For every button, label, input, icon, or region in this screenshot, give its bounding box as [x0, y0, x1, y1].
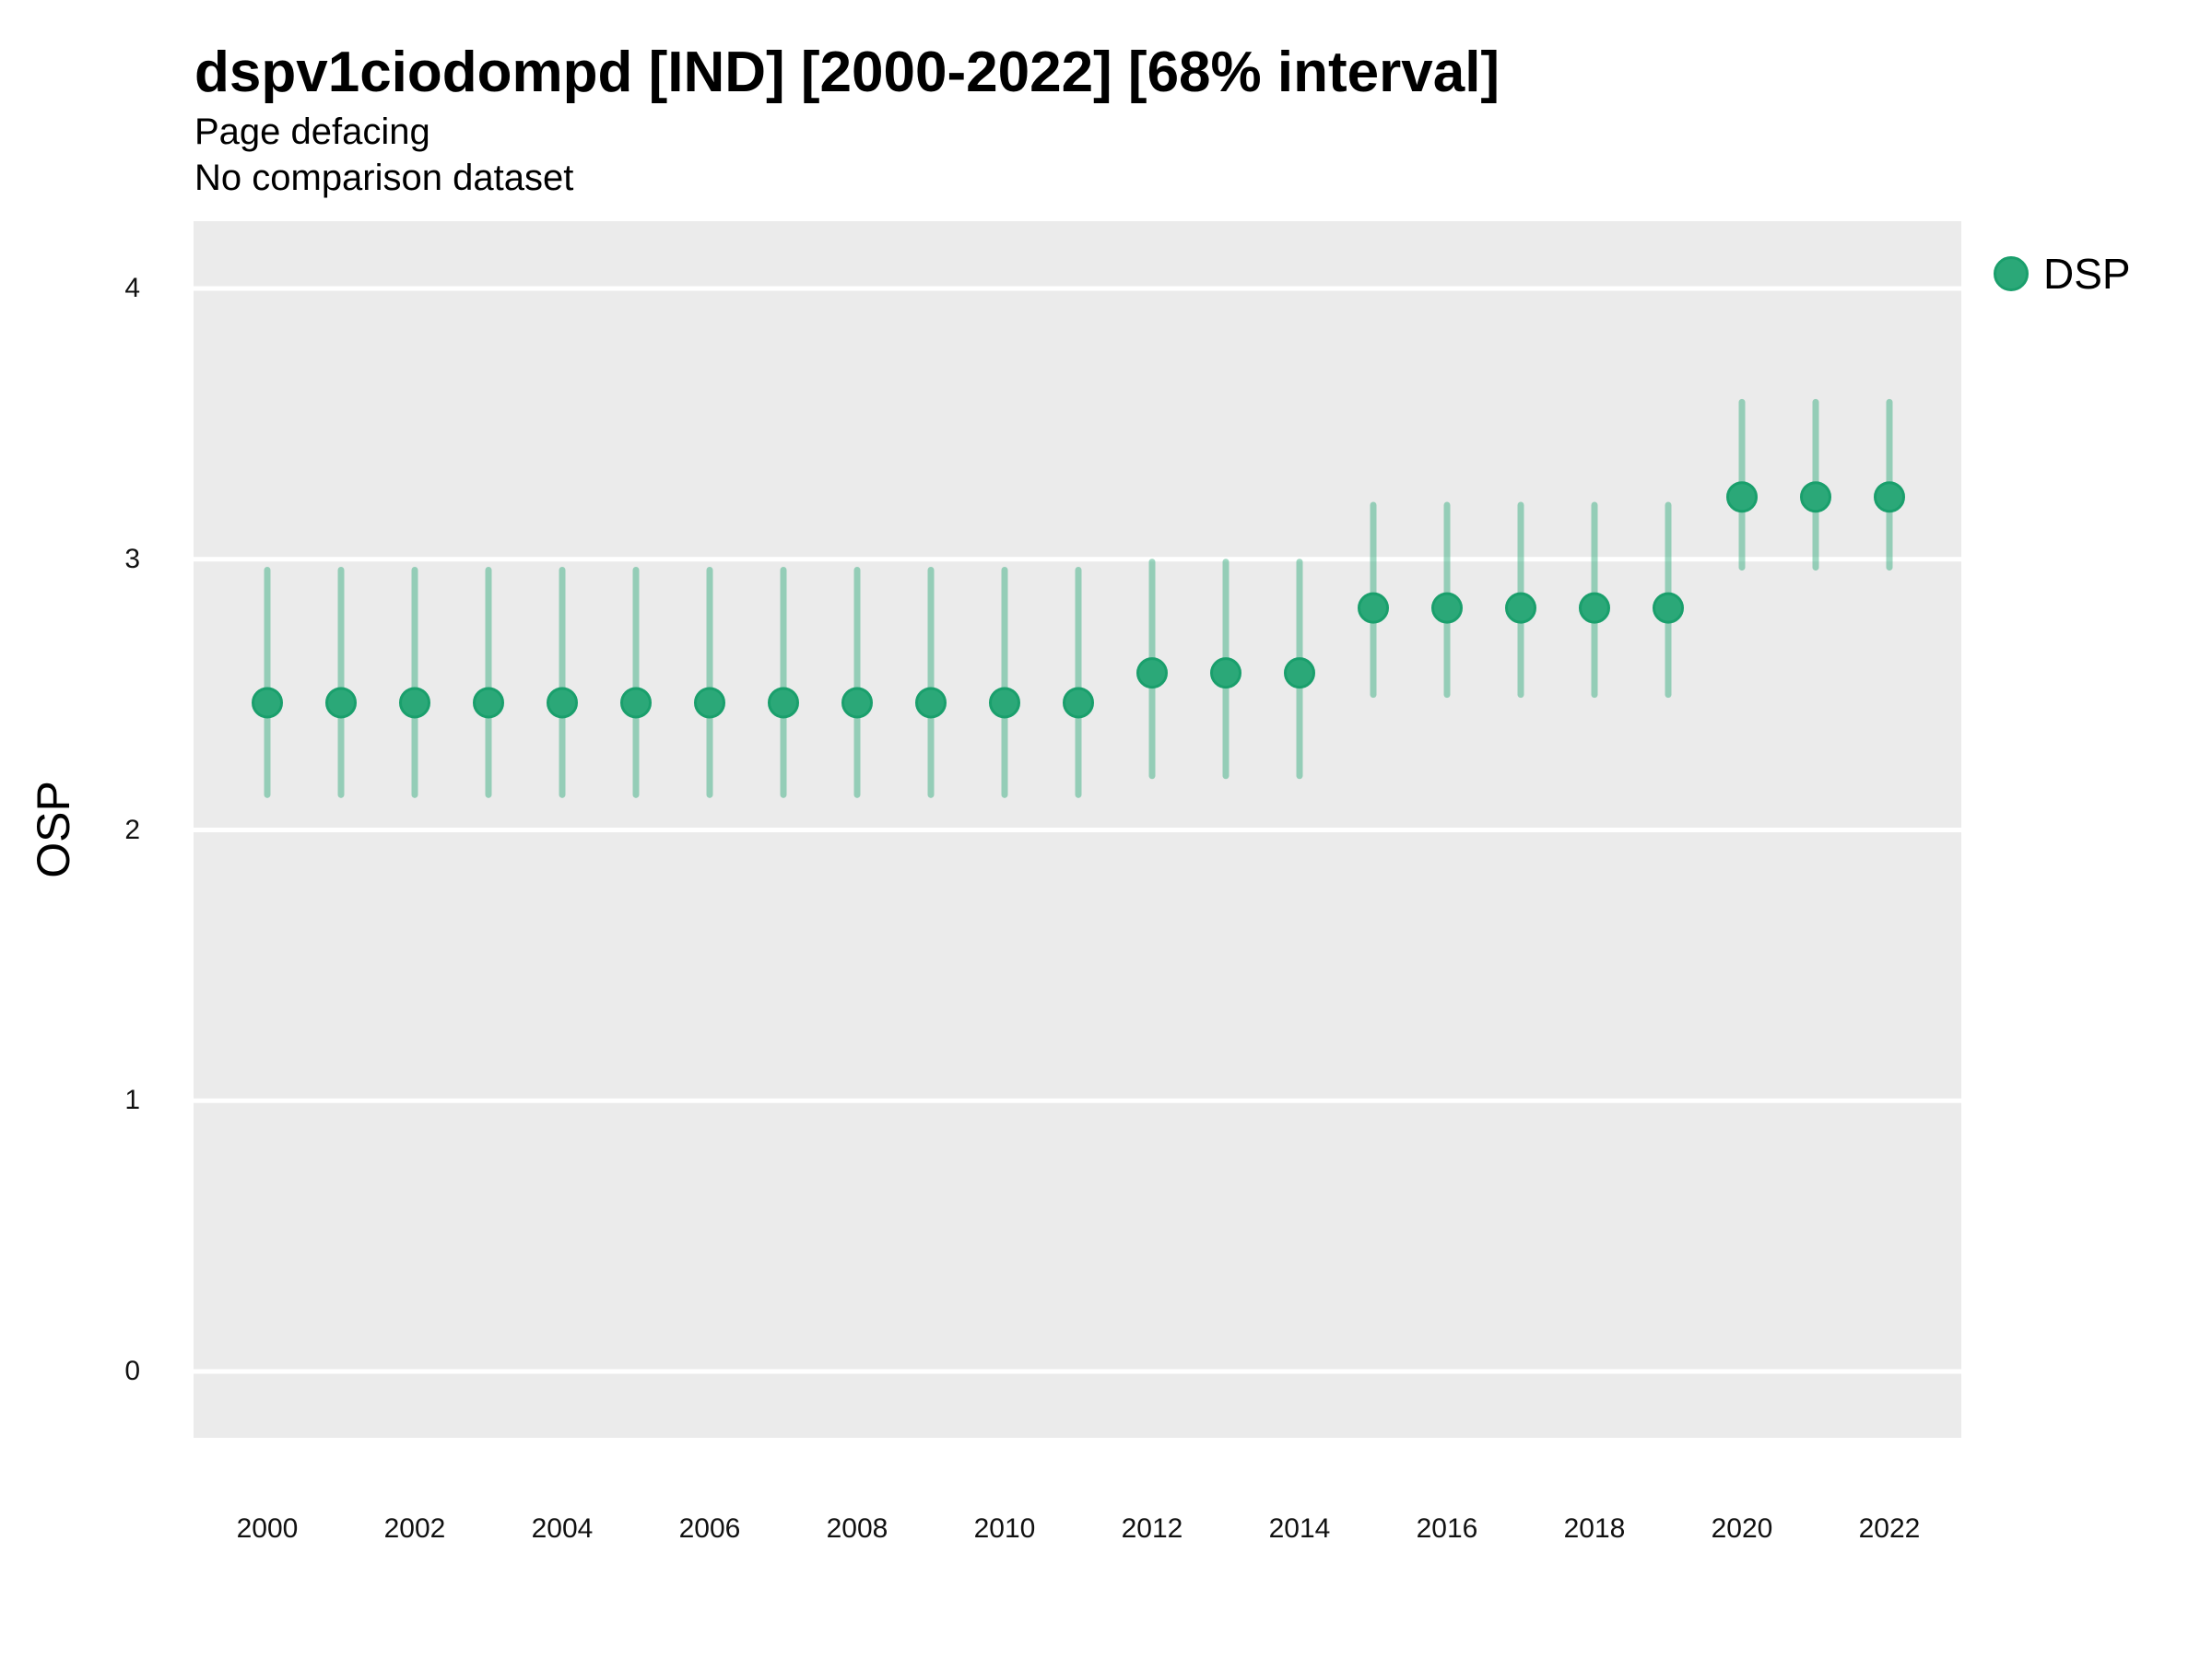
data-point-2010 — [989, 687, 1020, 719]
data-point-2008 — [841, 687, 873, 719]
data-point-2016 — [1431, 592, 1463, 624]
x-tick-label-2016: 2016 — [1416, 1513, 1478, 1544]
data-point-2009 — [915, 687, 947, 719]
data-point-2006 — [694, 687, 725, 719]
chart-title: dspv1ciodompd [IND] [2000-2022] [68% int… — [194, 41, 1500, 104]
y-tick-label-0: 0 — [124, 1356, 140, 1386]
x-tick-label-2012: 2012 — [1121, 1513, 1183, 1544]
chart-subtitle: Page defacing — [194, 112, 430, 152]
x-tick-label-2014: 2014 — [1268, 1513, 1331, 1544]
data-point-2011 — [1063, 687, 1094, 719]
data-point-2019 — [1653, 592, 1684, 624]
comparison-note: No comparison dataset — [194, 158, 574, 198]
x-tick-label-2006: 2006 — [678, 1513, 741, 1544]
data-point-2015 — [1358, 592, 1389, 624]
data-point-2020 — [1726, 481, 1758, 513]
plot-panel — [194, 221, 1961, 1438]
data-point-2014 — [1284, 657, 1315, 689]
data-point-2018 — [1579, 592, 1610, 624]
x-tick-label-2004: 2004 — [531, 1513, 594, 1544]
legend-label: DSP — [2043, 250, 2131, 298]
data-point-2012 — [1136, 657, 1168, 689]
x-tick-label-2022: 2022 — [1858, 1513, 1921, 1544]
legend: DSP — [1994, 251, 2131, 297]
x-tick-label-2010: 2010 — [973, 1513, 1036, 1544]
data-point-2013 — [1210, 657, 1241, 689]
x-tick-label-2020: 2020 — [1711, 1513, 1773, 1544]
data-point-2005 — [620, 687, 652, 719]
y-tick-label-2: 2 — [124, 814, 140, 845]
x-tick-label-2000: 2000 — [236, 1513, 299, 1544]
data-point-2002 — [399, 687, 430, 719]
data-point-2001 — [325, 687, 357, 719]
data-point-2003 — [473, 687, 504, 719]
x-tick-label-2018: 2018 — [1563, 1513, 1626, 1544]
data-point-2022 — [1874, 481, 1905, 513]
data-point-2021 — [1800, 481, 1831, 513]
pointrange-plot — [194, 286, 1961, 1374]
legend-point-icon — [1994, 256, 2029, 291]
y-tick-label-1: 1 — [124, 1085, 140, 1116]
x-tick-label-2008: 2008 — [826, 1513, 888, 1544]
data-point-2017 — [1505, 592, 1536, 624]
y-tick-label-4: 4 — [124, 273, 140, 303]
x-tick-label-2002: 2002 — [383, 1513, 446, 1544]
y-tick-label-3: 3 — [124, 543, 140, 574]
data-point-2000 — [252, 687, 283, 719]
data-point-2004 — [547, 687, 578, 719]
data-point-2007 — [768, 687, 799, 719]
